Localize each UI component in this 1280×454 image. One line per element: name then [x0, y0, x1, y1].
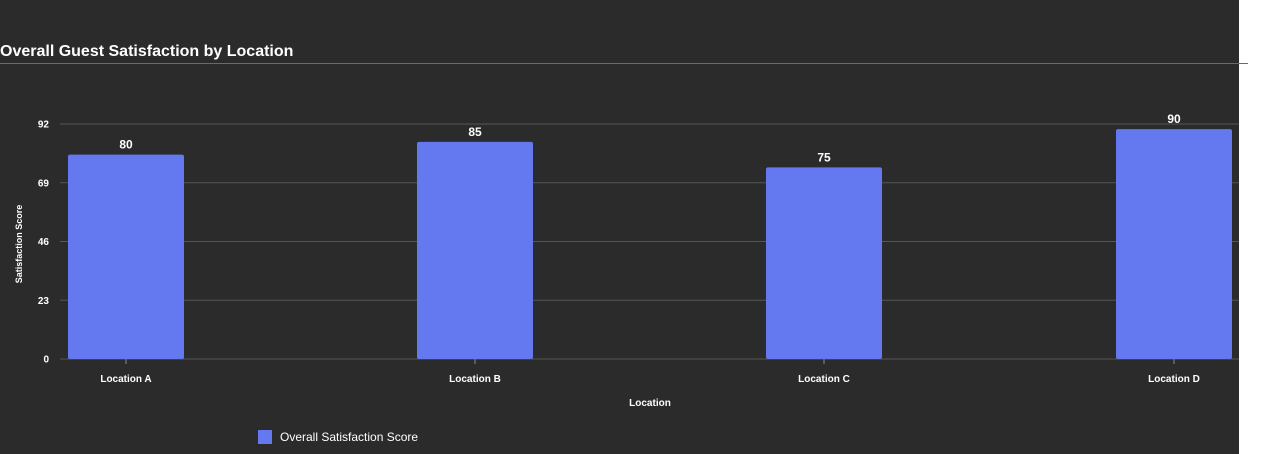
- bar: [766, 167, 882, 359]
- title-divider: [0, 63, 1239, 64]
- legend: Overall Satisfaction Score: [258, 430, 418, 444]
- x-tick-label: Location D: [1148, 374, 1200, 385]
- data-label: 90: [1167, 112, 1181, 126]
- y-axis-title: Satisfaction Score: [14, 205, 24, 284]
- data-label: 75: [817, 150, 831, 164]
- chart-panel: Overall Guest Satisfaction by Location 0…: [0, 0, 1239, 454]
- y-axis-ticks: 0 23 46 69 92: [38, 120, 50, 366]
- x-tick-label: Location C: [798, 374, 850, 385]
- y-tick-label: 23: [38, 296, 50, 307]
- bars: [68, 129, 1232, 359]
- divider-extension: [1239, 63, 1248, 64]
- y-tick-label: 46: [38, 237, 50, 248]
- bar: [417, 141, 533, 359]
- y-tick-label: 69: [38, 178, 50, 189]
- data-label: 80: [119, 138, 133, 152]
- x-tick-label: Location B: [449, 374, 501, 385]
- legend-label: Overall Satisfaction Score: [280, 430, 419, 444]
- y-tick-label: 0: [43, 355, 49, 366]
- legend-swatch: [258, 430, 272, 444]
- chart-title: Overall Guest Satisfaction by Location: [0, 43, 294, 60]
- y-tick-label: 92: [38, 120, 50, 131]
- grid-lines: [60, 123, 1239, 360]
- data-label: 85: [468, 125, 482, 139]
- x-axis-title: Location: [629, 398, 671, 409]
- bar: [1116, 129, 1232, 359]
- bar: [68, 154, 184, 359]
- data-labels: 80 85 75 90: [119, 112, 1181, 164]
- x-tick-label: Location A: [100, 374, 151, 385]
- x-axis-ticks: Location A Location B Location C Location D: [100, 359, 1200, 385]
